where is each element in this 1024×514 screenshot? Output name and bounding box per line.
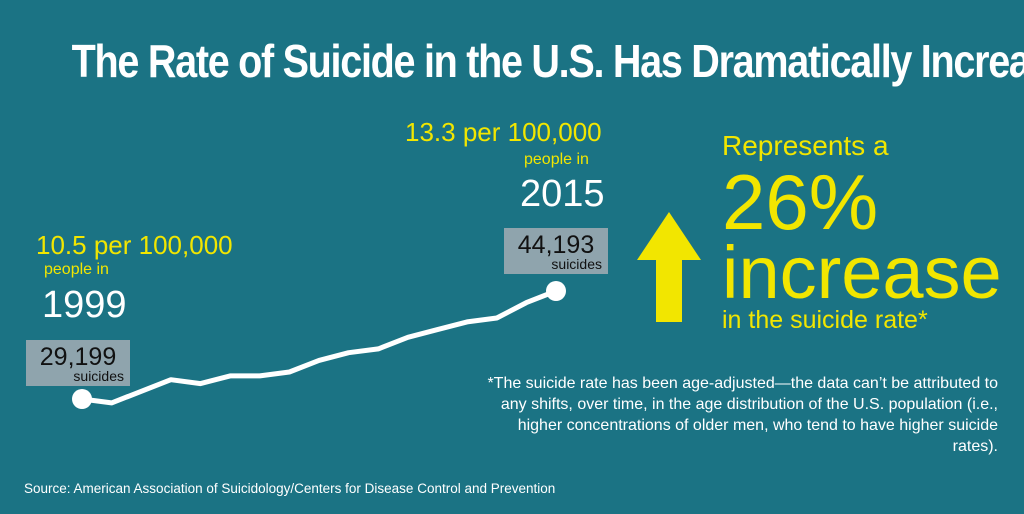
data-points xyxy=(72,281,566,409)
represents-label: Represents a xyxy=(722,130,889,161)
source-credit: Source: American Association of Suicidol… xyxy=(24,481,556,496)
end-year: 2015 xyxy=(520,173,605,215)
series-line xyxy=(79,288,559,406)
end-count-box: 44,193 suicides xyxy=(504,228,608,274)
increase-word: increase xyxy=(722,231,1002,314)
start-count-box: 29,199 suicides xyxy=(26,340,130,386)
start-rate: 10.5 per 100,000 xyxy=(36,230,233,260)
data-point-2015 xyxy=(546,281,566,301)
data-point-1999 xyxy=(72,389,92,409)
end-count: 44,193 xyxy=(517,231,595,259)
page-title: The Rate of Suicide in the U.S. Has Dram… xyxy=(71,35,1024,87)
suicide-rate-label: in the suicide rate* xyxy=(722,306,928,334)
end-count-label: suicides xyxy=(551,256,602,272)
up-arrow-icon xyxy=(637,212,701,322)
footnote: *The suicide rate has been age-adjusted—… xyxy=(487,375,998,455)
start-count-label: suicides xyxy=(73,368,124,384)
start-people-in: people in xyxy=(44,261,109,278)
increase-percent: 26% xyxy=(722,158,879,246)
start-year: 1999 xyxy=(42,284,127,326)
end-rate: 13.3 per 100,000 xyxy=(405,117,602,147)
end-people-in: people in xyxy=(524,151,589,168)
start-count: 29,199 xyxy=(39,343,117,371)
